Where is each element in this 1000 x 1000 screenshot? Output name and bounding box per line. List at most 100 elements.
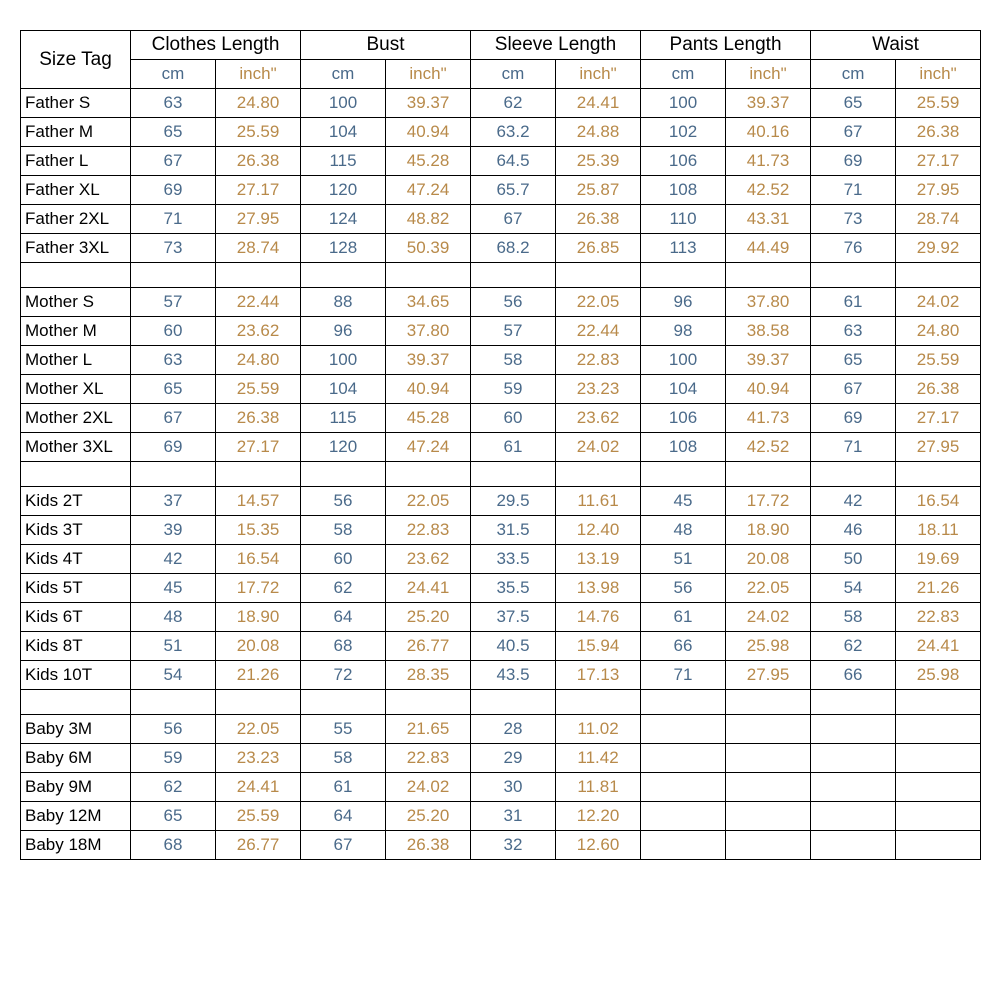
cm-value: 96 (301, 317, 386, 346)
cm-value: 61 (811, 288, 896, 317)
row-label: Kids 2T (21, 487, 131, 516)
inch-value: 26.77 (386, 632, 471, 661)
cm-value: 43.5 (471, 661, 556, 690)
cm-value: 65 (131, 802, 216, 831)
inch-value: 42.52 (726, 433, 811, 462)
cm-value: 37.5 (471, 603, 556, 632)
table-row: Kids 3T3915.355822.8331.512.404818.90461… (21, 516, 981, 545)
cm-value (811, 802, 896, 831)
cm-value: 62 (301, 574, 386, 603)
inch-value: 41.73 (726, 147, 811, 176)
cm-value: 35.5 (471, 574, 556, 603)
inch-value: 28.35 (386, 661, 471, 690)
inch-value: 24.80 (896, 317, 981, 346)
header-waist: Waist (811, 31, 981, 60)
cm-value: 56 (301, 487, 386, 516)
inch-value: 40.94 (386, 375, 471, 404)
inch-value: 22.44 (556, 317, 641, 346)
cm-value: 65 (811, 346, 896, 375)
inch-value: 39.37 (386, 89, 471, 118)
inch-value: 26.38 (896, 375, 981, 404)
inch-value: 27.95 (726, 661, 811, 690)
table-row: Father M6525.5910440.9463.224.8810240.16… (21, 118, 981, 147)
cm-value: 96 (641, 288, 726, 317)
inch-value: 24.41 (216, 773, 301, 802)
inch-value: 11.42 (556, 744, 641, 773)
inch-value: 25.87 (556, 176, 641, 205)
inch-value: 44.49 (726, 234, 811, 263)
row-label: Father M (21, 118, 131, 147)
inch-value: 17.72 (216, 574, 301, 603)
inch-value: 15.94 (556, 632, 641, 661)
inch-value: 16.54 (216, 545, 301, 574)
inch-value: 21.26 (216, 661, 301, 690)
cm-value: 115 (301, 404, 386, 433)
row-label: Kids 4T (21, 545, 131, 574)
cm-value: 71 (811, 176, 896, 205)
cm-value: 60 (471, 404, 556, 433)
cm-value (811, 715, 896, 744)
inch-value (726, 773, 811, 802)
inch-value: 29.92 (896, 234, 981, 263)
inch-value: 12.60 (556, 831, 641, 860)
cm-value: 54 (811, 574, 896, 603)
cm-value: 61 (641, 603, 726, 632)
inch-value: 24.41 (556, 89, 641, 118)
inch-value: 16.54 (896, 487, 981, 516)
cm-value: 62 (471, 89, 556, 118)
table-row: Mother M6023.629637.805722.449838.586324… (21, 317, 981, 346)
inch-value: 27.95 (896, 433, 981, 462)
cm-value: 113 (641, 234, 726, 263)
cm-value: 57 (131, 288, 216, 317)
inch-value: 40.94 (726, 375, 811, 404)
cm-value (641, 831, 726, 860)
cm-value: 48 (131, 603, 216, 632)
cm-value (641, 802, 726, 831)
cm-value: 110 (641, 205, 726, 234)
table-row: Mother XL6525.5910440.945923.2310440.946… (21, 375, 981, 404)
row-label: Baby 12M (21, 802, 131, 831)
inch-value (726, 715, 811, 744)
sub-cm: cm (811, 60, 896, 89)
inch-value: 37.80 (726, 288, 811, 317)
inch-value: 26.38 (896, 118, 981, 147)
inch-value (896, 744, 981, 773)
table-row: Mother 2XL6726.3811545.286023.6210641.73… (21, 404, 981, 433)
inch-value: 14.76 (556, 603, 641, 632)
row-label: Kids 5T (21, 574, 131, 603)
row-label: Mother 3XL (21, 433, 131, 462)
row-label: Baby 9M (21, 773, 131, 802)
inch-value: 17.13 (556, 661, 641, 690)
cm-value: 71 (811, 433, 896, 462)
cm-value: 65 (131, 375, 216, 404)
inch-value: 25.59 (896, 346, 981, 375)
inch-value: 18.90 (216, 603, 301, 632)
cm-value: 68.2 (471, 234, 556, 263)
cm-value: 88 (301, 288, 386, 317)
cm-value (641, 773, 726, 802)
inch-value: 26.38 (556, 205, 641, 234)
inch-value: 25.59 (216, 118, 301, 147)
inch-value: 40.94 (386, 118, 471, 147)
table-row: Kids 4T4216.546023.6233.513.195120.08501… (21, 545, 981, 574)
sub-cm: cm (471, 60, 556, 89)
cm-value: 42 (131, 545, 216, 574)
inch-value: 27.17 (896, 147, 981, 176)
inch-value: 34.65 (386, 288, 471, 317)
inch-value: 22.44 (216, 288, 301, 317)
cm-value: 56 (471, 288, 556, 317)
cm-value: 64.5 (471, 147, 556, 176)
inch-value: 28.74 (896, 205, 981, 234)
cm-value: 98 (641, 317, 726, 346)
table-row: Kids 2T3714.575622.0529.511.614517.72421… (21, 487, 981, 516)
row-label: Mother M (21, 317, 131, 346)
cm-value: 69 (811, 147, 896, 176)
cm-value: 73 (811, 205, 896, 234)
cm-value: 102 (641, 118, 726, 147)
cm-value: 55 (301, 715, 386, 744)
spacer-row (21, 690, 981, 715)
inch-value: 12.40 (556, 516, 641, 545)
table-row: Baby 18M6826.776726.383212.60 (21, 831, 981, 860)
inch-value: 22.05 (386, 487, 471, 516)
row-label: Baby 3M (21, 715, 131, 744)
